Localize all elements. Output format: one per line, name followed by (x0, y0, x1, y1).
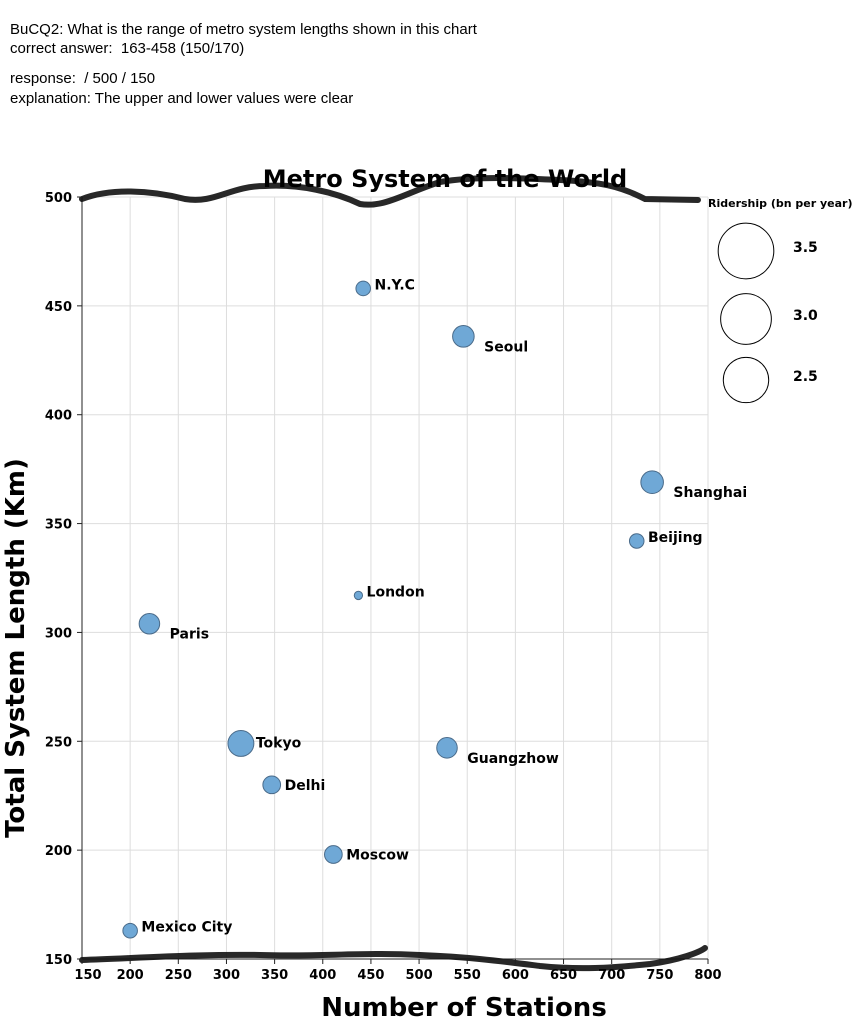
x-tick-label: 400 (309, 968, 336, 983)
point-label: Mexico City (141, 920, 232, 936)
point-label: Moscow (346, 847, 409, 863)
bubble-seoul (452, 325, 475, 348)
y-tick-label: 400 (45, 409, 72, 424)
bubble-n-y-c (355, 280, 371, 297)
bubble-mexico-city (122, 922, 138, 939)
x-tick-label: 800 (694, 968, 721, 983)
grid-lines (81, 196, 709, 960)
size-legend: Ridership (bn per year) 3.5 3.0 2.5 (708, 197, 853, 404)
bubble-paris (138, 612, 161, 635)
data-points: N.Y.C Seoul Shanghai Beijing London Paris Toky… (122, 277, 747, 939)
bottom-border-smudge (79, 945, 708, 972)
y-tick-label: 500 (45, 191, 72, 206)
legend-value: 3.5 (793, 240, 818, 256)
x-tick-label: 600 (502, 968, 529, 983)
correct-answer-text: correct answer: 163-458 (150/170) (10, 40, 245, 57)
y-tick-label: 350 (45, 518, 72, 533)
point-label: Shanghai (673, 485, 747, 501)
x-tick-labels: 150 200 250 300 350 400 450 500 550 600 650 700 750 8… (74, 959, 722, 983)
chart-title: Metro System of the World (263, 165, 627, 193)
x-tick-label: 150 (74, 968, 101, 983)
bubble-shanghai (640, 470, 664, 494)
y-axis-label: Total System Length (Km) (1, 458, 31, 838)
x-tick-label: 750 (646, 968, 673, 983)
y-tick-label: 250 (45, 735, 72, 750)
x-tick-label: 650 (550, 968, 577, 983)
x-tick-label: 350 (261, 968, 288, 983)
point-label: Guangzhow (467, 751, 559, 767)
explanation-text: explanation: The upper and lower values … (10, 90, 354, 107)
x-tick-label: 300 (213, 968, 240, 983)
bubble-delhi (262, 775, 282, 795)
point-label: Delhi (285, 778, 326, 794)
bubble-moscow (324, 845, 343, 864)
x-tick-label: 200 (117, 968, 144, 983)
point-label: Seoul (484, 339, 528, 355)
legend-value: 3.0 (793, 308, 818, 324)
bubble-tokyo (227, 730, 255, 757)
y-tick-labels: 150 200 250 300 350 400 450 500 (45, 191, 82, 968)
legend-circle (720, 293, 772, 345)
x-tick-label: 550 (454, 968, 481, 983)
x-tick-label: 250 (165, 968, 192, 983)
point-label: London (367, 584, 425, 600)
y-tick-label: 450 (45, 300, 72, 315)
bubble-london (353, 590, 364, 601)
point-label: Paris (170, 627, 209, 643)
question-text: BuCQ2: What is the range of metro system… (10, 21, 477, 38)
point-label: Beijing (648, 530, 703, 546)
x-tick-label: 450 (357, 968, 384, 983)
x-tick-label: 500 (406, 968, 433, 983)
bubble-beijing (628, 533, 645, 549)
y-tick-label: 200 (45, 844, 72, 859)
legend-title: Ridership (bn per year) (708, 197, 853, 210)
legend-value: 2.5 (793, 369, 818, 385)
point-label: Tokyo (256, 735, 302, 751)
legend-circle (722, 356, 770, 404)
x-axis-label: Number of Stations (321, 993, 607, 1023)
x-tick-label: 700 (598, 968, 625, 983)
y-tick-label: 300 (45, 626, 72, 641)
top-border-smudge (79, 175, 701, 208)
y-tick-label: 150 (45, 953, 72, 968)
response-text: response: / 500 / 150 (10, 70, 156, 87)
point-label: N.Y.C (374, 277, 414, 293)
legend-circle (717, 222, 775, 280)
bubble-guangzhow (436, 737, 458, 759)
